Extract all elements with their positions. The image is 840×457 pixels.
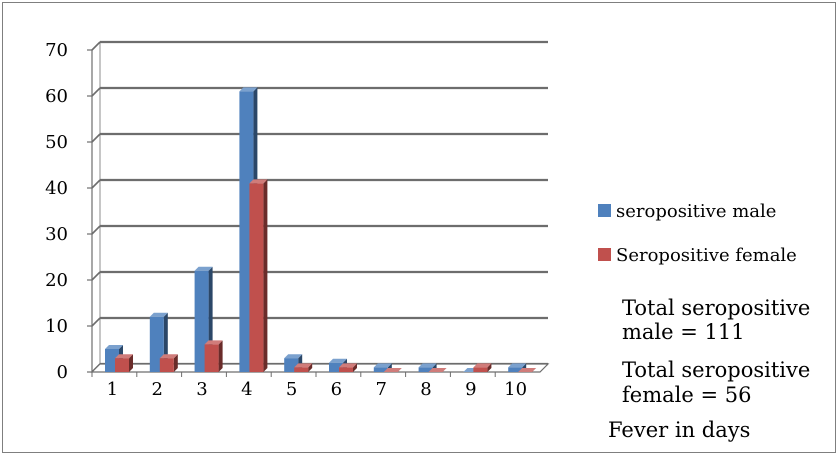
total-female-line2: female = 56 [622, 383, 752, 407]
legend-swatch-male [598, 204, 611, 217]
total-male-line1: Total seropositive [622, 296, 811, 320]
y-tick-label: 60 [45, 86, 68, 107]
x-tick-label: 6 [331, 379, 342, 400]
bar-female-day-4 [249, 179, 268, 372]
x-tick-label: 1 [107, 379, 118, 400]
y-tick-label: 30 [45, 224, 68, 245]
x-axis-title: Fever in days [608, 418, 751, 442]
total-male-line2: male = 111 [622, 320, 745, 344]
x-tick-label: 9 [465, 379, 476, 400]
y-tick-label: 50 [45, 132, 68, 153]
gridline [87, 224, 548, 235]
gridline [87, 40, 548, 51]
x-tick-label: 4 [241, 379, 252, 400]
gridline [87, 132, 548, 143]
legend-label-female: Seropositive female [616, 245, 797, 266]
legend-item-female: Seropositive female [598, 245, 797, 267]
x-tick-label: 10 [504, 379, 527, 400]
gridline [87, 316, 548, 327]
bars [105, 87, 537, 373]
y-tick-label: 70 [45, 40, 68, 61]
gridline [87, 270, 548, 281]
y-axis-tick-labels: 0 10 20 30 40 50 60 70 [45, 40, 68, 383]
bar-female-day-10 [518, 368, 537, 372]
bar-female-day-7 [383, 368, 402, 372]
bar-female-day-2 [159, 354, 178, 372]
chart-frame [2, 2, 836, 453]
x-tick-label: 3 [196, 379, 207, 400]
total-female-line1: Total seropositive [622, 358, 811, 382]
bar-female-day-6 [339, 363, 357, 372]
bar-female-day-9 [473, 363, 492, 372]
x-tick-label: 8 [420, 379, 431, 400]
y-tick-label: 20 [45, 270, 68, 291]
bar-female-day-1 [115, 354, 133, 372]
bar-female-day-8 [428, 368, 447, 372]
gridline [87, 86, 548, 97]
bar-female-day-3 [204, 340, 223, 372]
y-tick-label: 0 [57, 362, 68, 383]
y-tick-label: 40 [45, 178, 68, 199]
x-tick-label: 2 [151, 379, 162, 400]
x-axis-tick-labels: 1 2 3 4 5 6 7 8 9 10 [107, 379, 527, 400]
bar-female-day-5 [294, 363, 313, 372]
legend-label-male: seropositive male [616, 201, 777, 222]
x-tick-label: 5 [286, 379, 297, 400]
x-tick-label: 7 [375, 379, 386, 400]
legend-swatch-female [598, 248, 611, 261]
y-tick-label: 10 [45, 316, 68, 337]
legend-item-male: seropositive male [598, 201, 776, 223]
gridline [87, 178, 548, 189]
